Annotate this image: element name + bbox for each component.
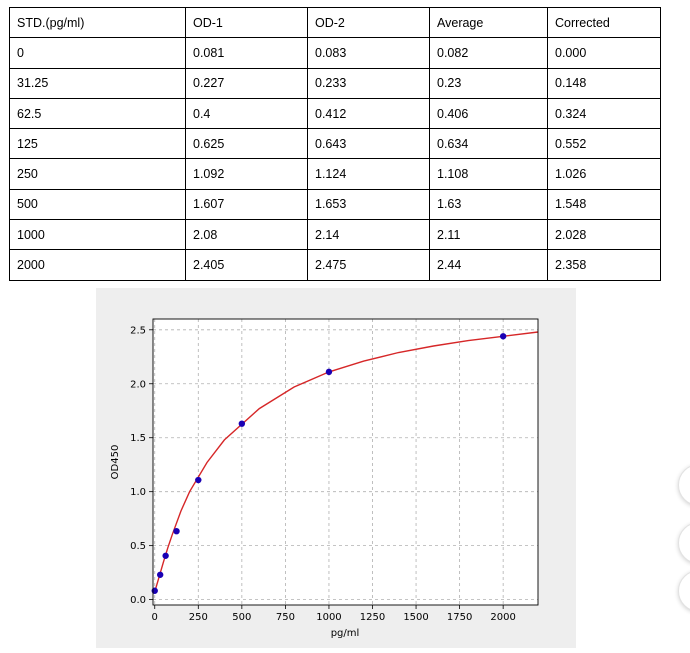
table-cell: 1.092 bbox=[185, 158, 308, 190]
table-cell: 1000 bbox=[9, 219, 186, 251]
table-cell: 250 bbox=[9, 158, 186, 190]
table-cell: 2.14 bbox=[307, 219, 430, 251]
table-cell: 2.475 bbox=[307, 249, 430, 281]
y-tick-label: 2.5 bbox=[130, 325, 146, 336]
x-tick-label: 250 bbox=[189, 612, 208, 623]
y-tick-label: 0.5 bbox=[130, 541, 146, 552]
table-cell: 0.4 bbox=[185, 97, 308, 130]
chart-svg: 0 250 500 750 1000 1250 1500 1750 2000 0.0 0.5 1.0 1… bbox=[110, 318, 539, 639]
data-point bbox=[195, 476, 202, 484]
grid-lines bbox=[153, 319, 538, 605]
side-action-button[interactable] bbox=[678, 570, 690, 612]
table-row: 0 0.081 0.083 0.082 0.000 bbox=[9, 37, 661, 69]
table-cell: 0.406 bbox=[429, 97, 548, 130]
y-tick-label: 2.0 bbox=[130, 379, 146, 390]
table-cell: 2000 bbox=[9, 249, 186, 281]
table-cell: 0.148 bbox=[547, 67, 661, 99]
table-cell: 0.081 bbox=[185, 37, 308, 69]
data-points bbox=[151, 333, 507, 594]
table-cell: 2.08 bbox=[185, 219, 308, 251]
table-row: 62.5 0.4 0.412 0.406 0.324 bbox=[9, 97, 661, 130]
standard-curve-chart: 0 250 500 750 1000 1250 1500 1750 2000 0.0 0.5 1.0 1… bbox=[96, 288, 576, 648]
table-cell: 0.625 bbox=[185, 128, 308, 160]
table-cell: 1.548 bbox=[547, 188, 661, 221]
table-cell: 0.082 bbox=[429, 37, 548, 69]
table-cell: 500 bbox=[9, 188, 186, 221]
x-tick-label: 1750 bbox=[447, 612, 472, 623]
data-point bbox=[238, 420, 246, 427]
header-cell: STD.(pg/ml) bbox=[9, 6, 186, 39]
data-point bbox=[156, 571, 164, 578]
table-cell: 0.634 bbox=[429, 128, 548, 160]
table-cell: 1.108 bbox=[429, 158, 548, 190]
table-row: 125 0.625 0.643 0.634 0.552 bbox=[9, 128, 661, 160]
table-cell: 1.026 bbox=[547, 158, 661, 190]
data-point bbox=[325, 368, 333, 376]
table-cell: 0 bbox=[9, 37, 186, 69]
table-row: 1000 2.08 2.14 2.11 2.028 bbox=[9, 219, 661, 251]
table-cell: 1.63 bbox=[429, 188, 548, 221]
x-tick-label: 1250 bbox=[360, 612, 385, 623]
table-cell: 0.227 bbox=[185, 67, 308, 99]
table-header-row: STD.(pg/ml) OD-1 OD-2 Average Corrected bbox=[9, 6, 661, 39]
table-cell: 2.44 bbox=[429, 249, 548, 281]
x-tick-label: 2000 bbox=[490, 612, 515, 623]
table-row: 250 1.092 1.124 1.108 1.026 bbox=[9, 158, 661, 190]
x-tick-label: 500 bbox=[232, 612, 251, 623]
header-cell: OD-1 bbox=[185, 6, 308, 39]
data-point bbox=[499, 333, 507, 340]
table-cell: 2.405 bbox=[185, 249, 308, 281]
y-tick-label: 1.5 bbox=[130, 433, 146, 444]
table-row: 500 1.607 1.653 1.63 1.548 bbox=[9, 188, 661, 221]
table-cell: 2.358 bbox=[547, 249, 661, 281]
x-tick-label: 1500 bbox=[403, 612, 428, 623]
standard-curve-table: STD.(pg/ml) OD-1 OD-2 Average Corrected … bbox=[9, 6, 661, 281]
table-cell: 0.552 bbox=[547, 128, 661, 160]
y-axis-label: OD450 bbox=[110, 445, 121, 480]
table-cell: 1.124 bbox=[307, 158, 430, 190]
table-cell: 2.028 bbox=[547, 219, 661, 251]
x-tick-label: 1000 bbox=[316, 612, 341, 623]
table-cell: 31.25 bbox=[9, 67, 186, 99]
header-cell: Average bbox=[429, 6, 548, 39]
table-cell: 1.653 bbox=[307, 188, 430, 221]
plot-frame bbox=[152, 318, 539, 606]
x-axis-label: pg/ml bbox=[331, 628, 360, 639]
table-row: 31.25 0.227 0.233 0.23 0.148 bbox=[9, 67, 661, 99]
data-point bbox=[151, 587, 158, 594]
table-cell: 62.5 bbox=[9, 97, 186, 130]
data-point bbox=[162, 552, 169, 559]
plot-area bbox=[153, 319, 538, 605]
side-action-button[interactable] bbox=[678, 464, 690, 506]
x-tick-label: 750 bbox=[276, 612, 295, 623]
side-action-button[interactable] bbox=[678, 522, 690, 564]
table-row: 2000 2.405 2.475 2.44 2.358 bbox=[9, 249, 661, 281]
data-point bbox=[173, 527, 180, 535]
table-cell: 0.412 bbox=[307, 97, 430, 130]
table-cell: 1.607 bbox=[185, 188, 308, 221]
header-cell: OD-2 bbox=[307, 6, 430, 39]
axis-ticks: 0 250 500 750 1000 1250 1500 1750 2000 0.0 0.5 1.0 1… bbox=[130, 325, 516, 623]
table-cell: 0.324 bbox=[547, 97, 661, 130]
x-tick-label: 0 bbox=[152, 612, 158, 623]
table-cell: 0.233 bbox=[307, 67, 430, 99]
table-cell: 0.23 bbox=[429, 67, 548, 99]
y-tick-label: 0.0 bbox=[130, 595, 146, 606]
table-cell: 0.643 bbox=[307, 128, 430, 160]
table-cell: 0.083 bbox=[307, 37, 430, 69]
y-tick-label: 1.0 bbox=[130, 487, 146, 498]
header-cell: Corrected bbox=[547, 6, 661, 39]
table-cell: 0.000 bbox=[547, 37, 661, 69]
table-cell: 2.11 bbox=[429, 219, 548, 251]
table-cell: 125 bbox=[9, 128, 186, 160]
